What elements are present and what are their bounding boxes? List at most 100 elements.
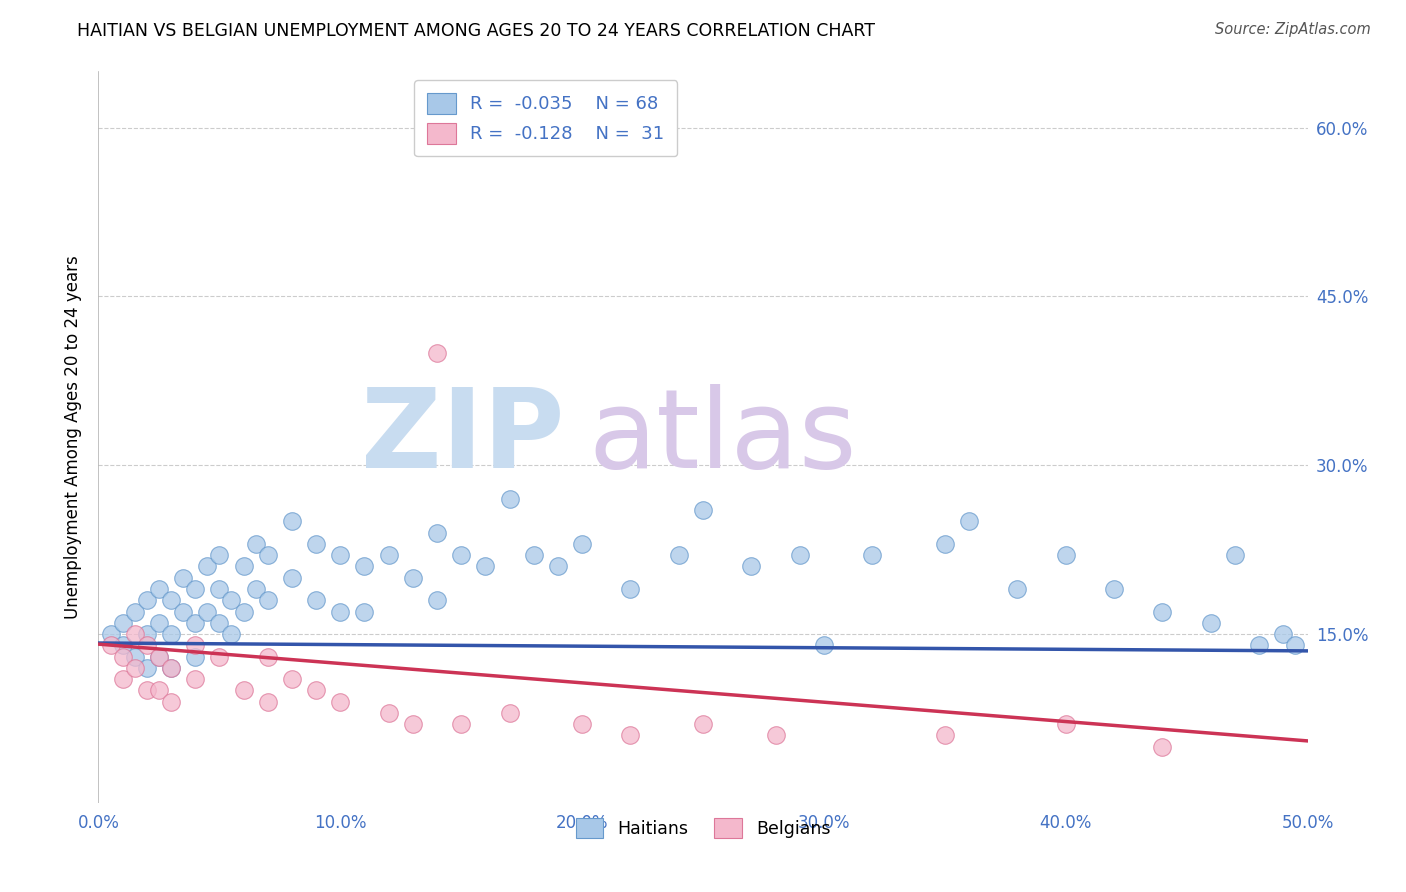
Point <box>353 559 375 574</box>
Point <box>1007 582 1029 596</box>
Point <box>184 582 207 596</box>
Text: atlas: atlas <box>588 384 856 491</box>
Point <box>135 638 157 652</box>
Point <box>135 593 157 607</box>
Point <box>619 582 641 596</box>
Point <box>571 537 593 551</box>
Point <box>124 627 146 641</box>
Point <box>111 615 134 630</box>
Point <box>547 559 569 574</box>
Point <box>426 593 449 607</box>
Point <box>305 537 328 551</box>
Point <box>377 706 399 720</box>
Point <box>111 672 134 686</box>
Point <box>208 615 231 630</box>
Point <box>450 717 472 731</box>
Point <box>329 548 352 562</box>
Point <box>172 605 194 619</box>
Point <box>1284 638 1306 652</box>
Point <box>426 525 449 540</box>
Point <box>135 627 157 641</box>
Point <box>860 548 883 562</box>
Point <box>100 627 122 641</box>
Point <box>281 672 304 686</box>
Text: HAITIAN VS BELGIAN UNEMPLOYMENT AMONG AGES 20 TO 24 YEARS CORRELATION CHART: HAITIAN VS BELGIAN UNEMPLOYMENT AMONG AG… <box>77 22 876 40</box>
Point <box>100 638 122 652</box>
Point <box>221 593 243 607</box>
Point <box>148 582 170 596</box>
Point <box>148 683 170 698</box>
Point <box>498 491 520 506</box>
Point <box>523 548 546 562</box>
Point <box>160 661 183 675</box>
Point <box>281 571 304 585</box>
Text: ZIP: ZIP <box>360 384 564 491</box>
Legend: Haitians, Belgians: Haitians, Belgians <box>568 812 838 846</box>
Point <box>740 559 762 574</box>
Point <box>692 503 714 517</box>
Point <box>135 661 157 675</box>
Point <box>957 515 980 529</box>
Point <box>305 593 328 607</box>
Point <box>245 537 267 551</box>
Point <box>353 605 375 619</box>
Point <box>232 683 254 698</box>
Point <box>232 605 254 619</box>
Point <box>329 694 352 708</box>
Point <box>208 548 231 562</box>
Point <box>256 593 278 607</box>
Point <box>1054 548 1077 562</box>
Point <box>160 694 183 708</box>
Point <box>135 683 157 698</box>
Point <box>160 661 183 675</box>
Point <box>305 683 328 698</box>
Y-axis label: Unemployment Among Ages 20 to 24 years: Unemployment Among Ages 20 to 24 years <box>65 255 83 619</box>
Point <box>232 559 254 574</box>
Point <box>450 548 472 562</box>
Point <box>377 548 399 562</box>
Point <box>595 120 617 135</box>
Point <box>789 548 811 562</box>
Point <box>934 728 956 742</box>
Point <box>1249 638 1271 652</box>
Point <box>1054 717 1077 731</box>
Point <box>1152 739 1174 754</box>
Point <box>148 649 170 664</box>
Point <box>221 627 243 641</box>
Point <box>1223 548 1246 562</box>
Point <box>208 649 231 664</box>
Point <box>256 694 278 708</box>
Point <box>184 638 207 652</box>
Point <box>160 593 183 607</box>
Point <box>124 605 146 619</box>
Point <box>474 559 496 574</box>
Point <box>184 672 207 686</box>
Point <box>329 605 352 619</box>
Point <box>184 649 207 664</box>
Point <box>571 717 593 731</box>
Point <box>245 582 267 596</box>
Point <box>124 661 146 675</box>
Point <box>765 728 787 742</box>
Point <box>402 717 425 731</box>
Point <box>160 627 183 641</box>
Point <box>195 605 218 619</box>
Point <box>498 706 520 720</box>
Point <box>111 638 134 652</box>
Point <box>668 548 690 562</box>
Text: Source: ZipAtlas.com: Source: ZipAtlas.com <box>1215 22 1371 37</box>
Point <box>148 615 170 630</box>
Point <box>1152 605 1174 619</box>
Point <box>402 571 425 585</box>
Point <box>1199 615 1222 630</box>
Point <box>813 638 835 652</box>
Point <box>934 537 956 551</box>
Point <box>692 717 714 731</box>
Point <box>256 649 278 664</box>
Point <box>426 345 449 359</box>
Point <box>619 728 641 742</box>
Point <box>111 649 134 664</box>
Point <box>256 548 278 562</box>
Point <box>195 559 218 574</box>
Point <box>208 582 231 596</box>
